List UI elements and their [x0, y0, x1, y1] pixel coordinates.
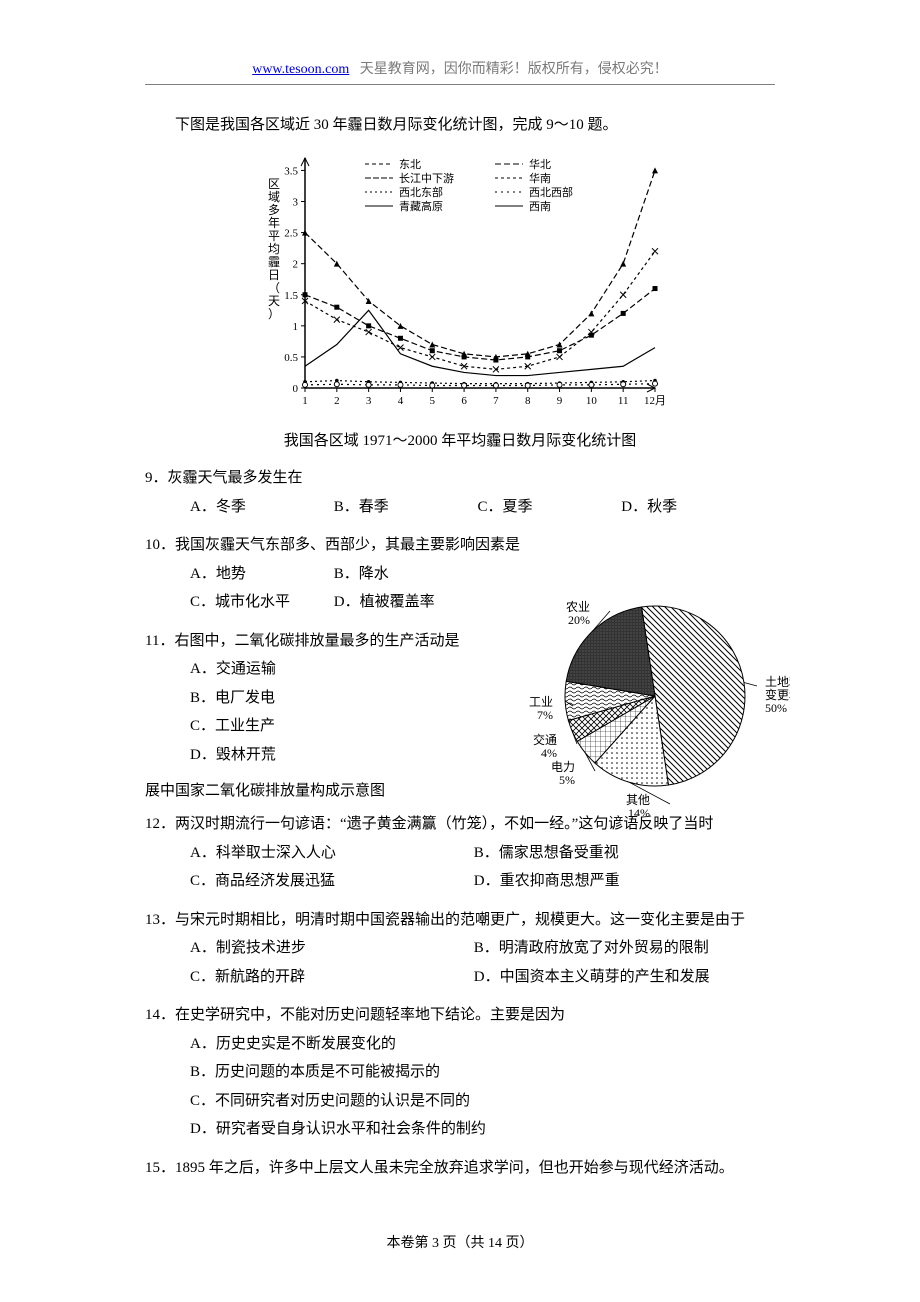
svg-text:华南: 华南	[529, 171, 551, 185]
q10-stem: 10．我国灰霾天气东部多、西部少，其最主要影响因素是	[145, 531, 775, 560]
q10-opt-d: D．植被覆盖率	[334, 588, 474, 617]
svg-text:0: 0	[293, 383, 299, 395]
svg-text:3: 3	[366, 395, 372, 407]
q13-opt-c: C．新航路的开辟	[190, 963, 470, 992]
svg-text:区域多年平均霾日（天）: 区域多年平均霾日（天）	[268, 177, 280, 321]
q10-opt-c: C．城市化水平	[190, 588, 330, 617]
svg-text:西北西部: 西北西部	[529, 185, 573, 199]
svg-text:10: 10	[586, 395, 598, 407]
svg-text:农业20%: 农业20%	[566, 600, 590, 627]
svg-text:其他14%: 其他14%	[626, 793, 650, 816]
svg-text:0.5: 0.5	[284, 352, 298, 364]
q12-opt-d: D．重农抑商思想严重	[474, 873, 620, 889]
q10-opt-b: B．降水	[334, 560, 474, 589]
svg-text:11: 11	[618, 395, 629, 407]
svg-text:2: 2	[334, 395, 340, 407]
q14-stem: 14．在史学研究中，不能对历史问题轻率地下结论。主要是因为	[145, 1001, 775, 1030]
svg-text:9: 9	[557, 395, 563, 407]
svg-text:土地利用变更和林业50%: 土地利用变更和林业50%	[765, 675, 790, 715]
question-15: 15．1895 年之后，许多中上层文人虽未完全放弃追求学问，但也开始参与现代经济…	[145, 1154, 775, 1183]
svg-text:西北东部: 西北东部	[399, 185, 443, 199]
line-chart-caption: 我国各区域 1971～2000 年平均霾日数月际变化统计图	[145, 429, 775, 450]
svg-text:东北: 东北	[399, 158, 421, 171]
question-14: 14．在史学研究中，不能对历史问题轻率地下结论。主要是因为 A．历史史实是不断发…	[145, 1001, 775, 1144]
svg-text:7: 7	[493, 395, 499, 407]
q14-opt-c: C．不同研究者对历史问题的认识是不同的	[190, 1087, 775, 1116]
q14-opt-a: A．历史史实是不断发展变化的	[190, 1030, 775, 1059]
svg-text:3: 3	[293, 197, 299, 209]
q12-opt-b: B．儒家思想备受重视	[474, 845, 619, 861]
svg-text:4: 4	[398, 395, 404, 407]
svg-text:电力5%: 电力5%	[551, 760, 575, 787]
svg-text:工业7%: 工业7%	[529, 695, 553, 722]
q9-opt-c: C．夏季	[478, 493, 618, 522]
svg-text:6: 6	[461, 395, 467, 407]
q9-opt-d: D．秋季	[621, 493, 761, 522]
svg-text:交通4%: 交通4%	[533, 732, 557, 760]
question-9: 9．灰霾天气最多发生在 A．冬季 B．春季 C．夏季 D．秋季	[145, 464, 775, 521]
svg-text:2: 2	[293, 259, 299, 271]
q12-opt-a: A．科举取士深入人心	[190, 839, 470, 868]
intro-text: 下图是我国各区域近 30 年霾日数月际变化统计图，完成 9～10 题。	[145, 113, 775, 134]
svg-text:青藏高原: 青藏高原	[399, 199, 443, 213]
header-link[interactable]: www.tesoon.com	[252, 62, 349, 77]
q13-opt-a: A．制瓷技术进步	[190, 934, 470, 963]
header-tagline: 天星教育网，因你而精彩！版权所有，侵权必究！	[349, 62, 668, 77]
q13-stem: 13．与宋元时期相比，明清时期中国瓷器输出的范嘲更广，规模更大。这一变化主要是由…	[145, 906, 775, 935]
page-footer: 本卷第 3 页（共 14 页）	[0, 1232, 920, 1252]
svg-text:5: 5	[430, 395, 436, 407]
svg-text:2.5: 2.5	[284, 228, 298, 240]
svg-text:1: 1	[293, 321, 299, 333]
svg-text:长江中下游: 长江中下游	[399, 172, 454, 185]
q13-opt-d: D．中国资本主义萌芽的产生和发展	[474, 969, 710, 985]
svg-text:华北: 华北	[529, 157, 551, 171]
q13-opt-b: B．明清政府放宽了对外贸易的限制	[474, 940, 709, 956]
svg-text:12月: 12月	[644, 395, 666, 407]
svg-text:1.5: 1.5	[284, 290, 298, 302]
q9-opt-b: B．春季	[334, 493, 474, 522]
q14-opt-b: B．历史问题的本质是不可能被揭示的	[190, 1058, 775, 1087]
q10-opt-a: A．地势	[190, 560, 330, 589]
q15-stem: 15．1895 年之后，许多中上层文人虽未完全放弃追求学问，但也开始参与现代经济…	[145, 1154, 775, 1183]
q9-opt-a: A．冬季	[190, 493, 330, 522]
question-13: 13．与宋元时期相比，明清时期中国瓷器输出的范嘲更广，规模更大。这一变化主要是由…	[145, 906, 775, 992]
question-12: 12．两汉时期流行一句谚语：“遗子黄金满籯（竹笼），不如一经。”这句谚语反映了当…	[145, 810, 775, 896]
svg-text:1: 1	[302, 395, 308, 407]
q12-opt-c: C．商品经济发展迅猛	[190, 867, 470, 896]
svg-text:西南: 西南	[529, 200, 551, 213]
page-header: www.tesoon.com 天星教育网，因你而精彩！版权所有，侵权必究！	[0, 0, 920, 78]
q9-stem: 9．灰霾天气最多发生在	[145, 464, 775, 493]
line-chart: 0 0.5 1 1.5 2 2.5 3 3.5 1 2 3 4 5 6 7 8 9 10 11 12月 区域多年平均霾日…	[145, 146, 775, 421]
q14-opt-d: D．研究者受自身认识水平和社会条件的制约	[190, 1115, 775, 1144]
svg-text:8: 8	[525, 395, 531, 407]
pie-chart: 土地利用变更和林业50% 其他14% 电力5%交通4% 工业7% 农业20%	[480, 566, 790, 816]
svg-text:3.5: 3.5	[284, 165, 298, 177]
